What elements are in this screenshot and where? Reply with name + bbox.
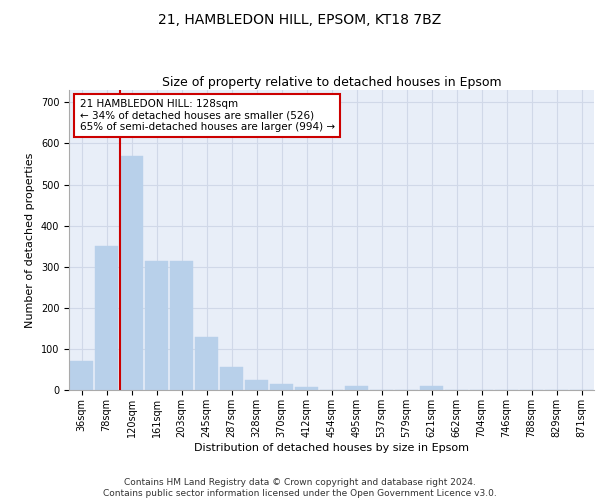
Text: 21 HAMBLEDON HILL: 128sqm
← 34% of detached houses are smaller (526)
65% of semi: 21 HAMBLEDON HILL: 128sqm ← 34% of detac… [79,99,335,132]
Bar [270,384,293,390]
Bar [170,260,193,390]
Bar [345,386,368,390]
Bar [145,260,168,390]
Bar [220,366,243,390]
Bar [245,380,268,390]
Y-axis label: Number of detached properties: Number of detached properties [25,152,35,328]
Text: Contains HM Land Registry data © Crown copyright and database right 2024.
Contai: Contains HM Land Registry data © Crown c… [103,478,497,498]
Title: Size of property relative to detached houses in Epsom: Size of property relative to detached ho… [161,76,502,89]
Bar [295,386,318,390]
Bar [70,361,93,390]
Bar [420,386,443,390]
Text: 21, HAMBLEDON HILL, EPSOM, KT18 7BZ: 21, HAMBLEDON HILL, EPSOM, KT18 7BZ [158,12,442,26]
Bar [120,156,143,390]
Bar [95,246,118,390]
X-axis label: Distribution of detached houses by size in Epsom: Distribution of detached houses by size … [194,442,469,452]
Bar [195,336,218,390]
